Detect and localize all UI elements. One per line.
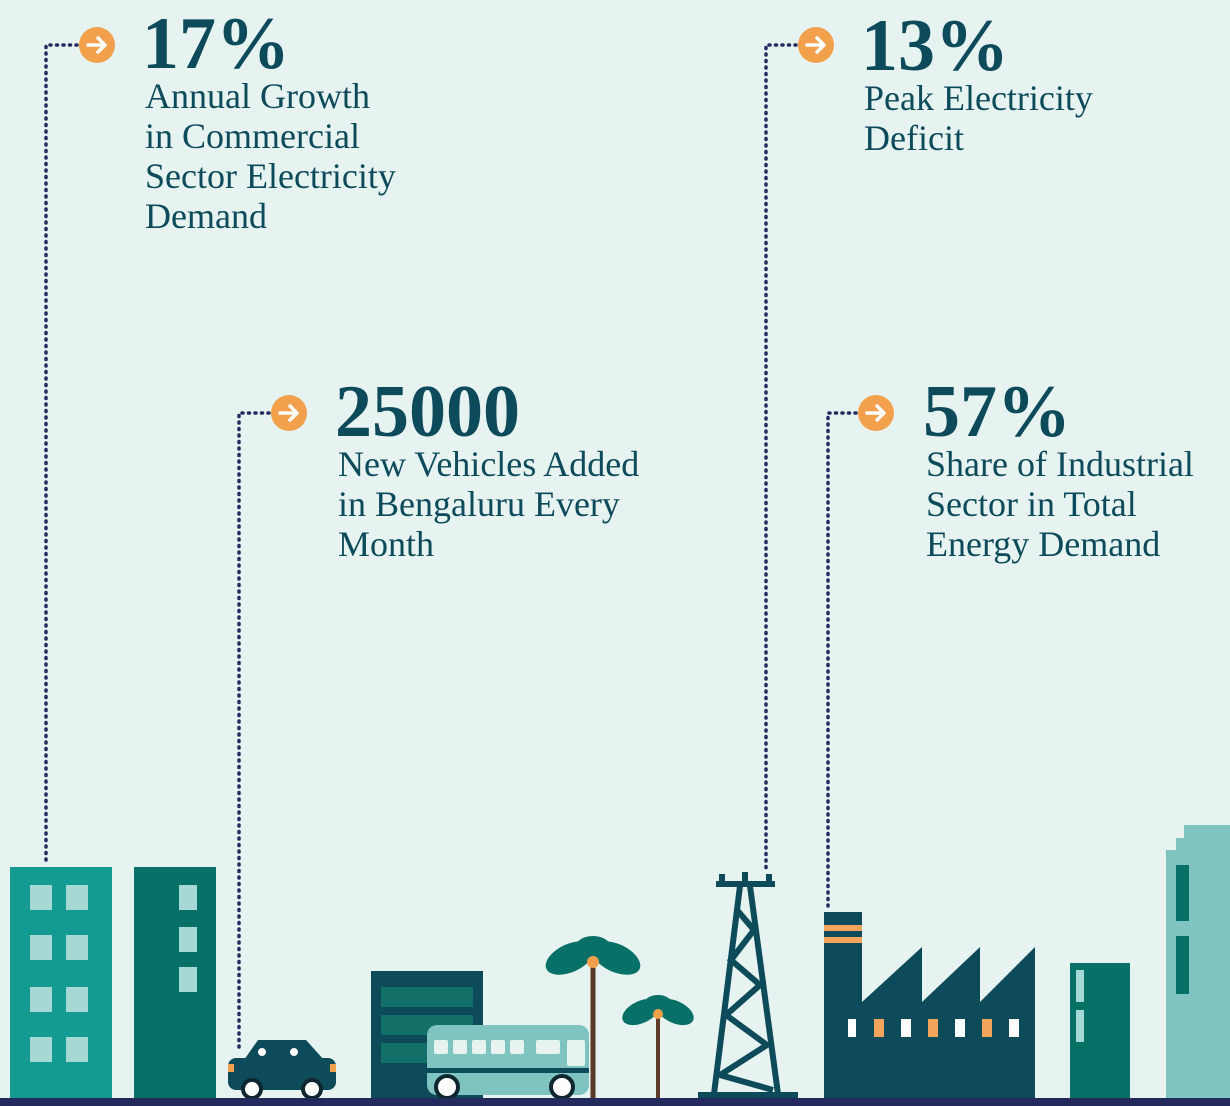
ground: [0, 1098, 1230, 1106]
stat-label: Energy Demand: [926, 524, 1160, 564]
stat-label: Deficit: [864, 118, 964, 158]
stat-label: in Commercial: [145, 116, 360, 156]
stat-label: Peak Electricity: [864, 78, 1093, 118]
stat-value: 17%: [142, 3, 290, 85]
stat-label: Month: [338, 524, 434, 564]
infographic: 17%Annual Growthin CommercialSector Elec…: [0, 0, 1230, 1106]
stat-label: Annual Growth: [145, 76, 370, 116]
building: [134, 867, 216, 1100]
building: [1166, 825, 1230, 1100]
building: [10, 867, 112, 1100]
stat-label: Sector in Total: [926, 484, 1137, 524]
stat-label: Share of Industrial: [926, 444, 1194, 484]
stat-label: New Vehicles Added: [338, 444, 639, 484]
stat-value: 57%: [923, 371, 1071, 453]
stat-value: 25000: [335, 371, 520, 453]
bus: [427, 1025, 589, 1098]
stat-label: in Bengaluru Every: [338, 484, 620, 524]
stat-label: Demand: [145, 196, 267, 236]
building: [1070, 963, 1130, 1103]
stat-label: Sector Electricity: [145, 156, 396, 196]
stat-value: 13%: [861, 5, 1009, 87]
